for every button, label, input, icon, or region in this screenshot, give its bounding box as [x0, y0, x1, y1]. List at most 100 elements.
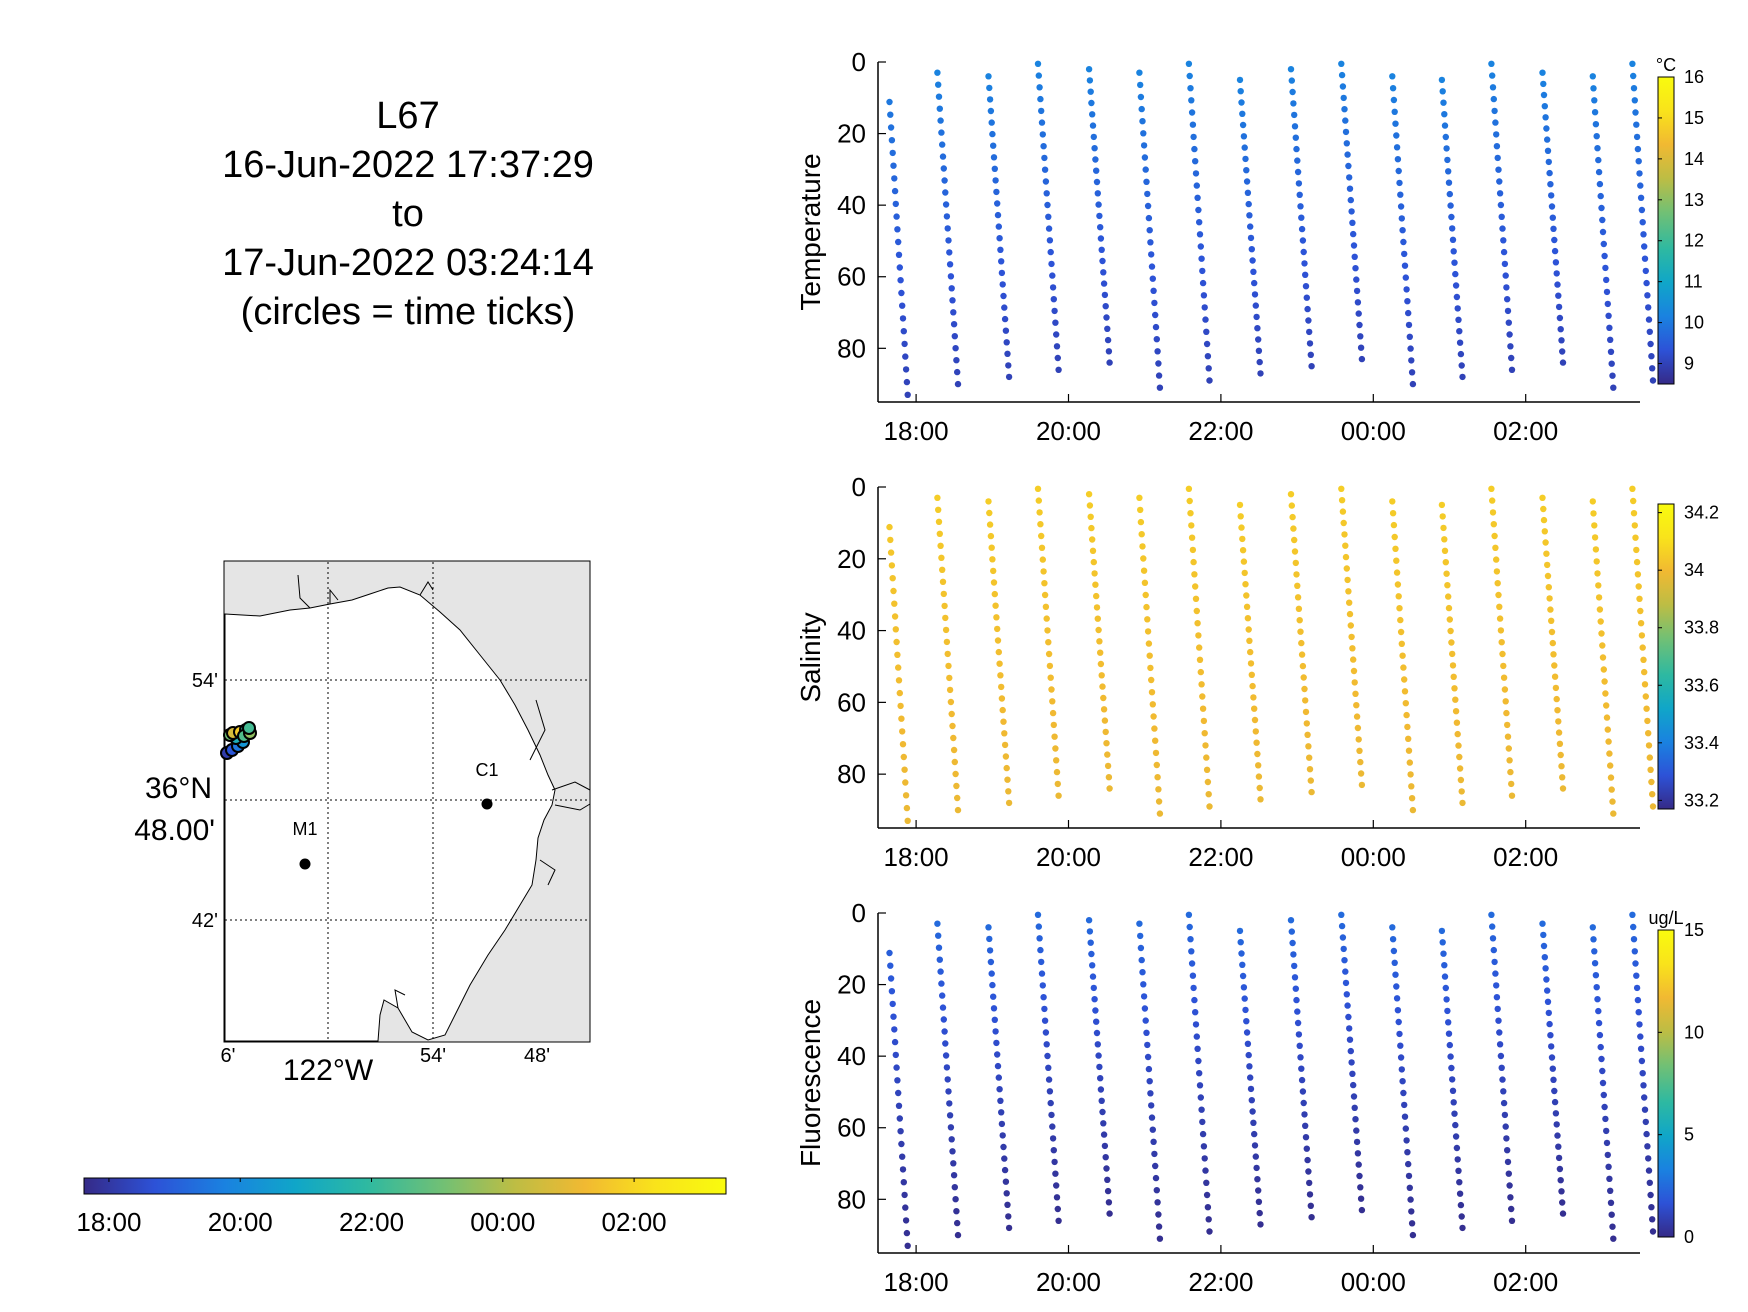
data-point	[1639, 644, 1646, 651]
data-point	[1644, 292, 1651, 299]
time-colorbar: 18:00 20:00 22:00 00:00 02:00	[76, 1177, 727, 1237]
data-point	[1152, 311, 1159, 319]
data-point	[1556, 1165, 1564, 1173]
data-point	[1097, 235, 1105, 242]
data-point	[901, 1191, 908, 1199]
data-point	[1093, 167, 1100, 174]
data-point	[1186, 923, 1193, 931]
data-point	[1089, 962, 1096, 969]
data-point	[935, 81, 942, 88]
y-tick-label: 40	[837, 190, 866, 220]
map-lat-tick-42: 42'	[192, 910, 218, 932]
data-point	[1239, 961, 1246, 968]
data-point	[1637, 1045, 1645, 1053]
data-point	[1088, 950, 1095, 958]
data-point	[1093, 604, 1101, 611]
data-point	[1350, 230, 1357, 238]
data-point	[1596, 606, 1604, 613]
data-point	[1590, 85, 1597, 92]
data-point	[887, 124, 895, 131]
data-point	[1604, 1151, 1612, 1159]
data-point	[1450, 673, 1457, 680]
data-point	[1632, 534, 1639, 541]
data-point	[1247, 648, 1254, 656]
data-point	[1047, 248, 1054, 256]
data-point	[1294, 594, 1302, 601]
data-point	[1307, 351, 1315, 358]
y-tick-label: 20	[837, 119, 866, 149]
data-point	[954, 1219, 961, 1227]
data-point	[1449, 236, 1457, 243]
data-point	[1496, 615, 1504, 622]
data-point	[1252, 1153, 1260, 1160]
data-point	[953, 357, 960, 364]
data-point	[954, 368, 961, 376]
data-point	[888, 137, 896, 144]
data-point	[1246, 1063, 1253, 1070]
data-point	[1552, 1110, 1560, 1117]
data-point	[1204, 778, 1212, 786]
data-point	[1592, 546, 1600, 553]
data-point	[1404, 298, 1411, 305]
data-point	[1206, 377, 1213, 384]
data-point	[1643, 279, 1650, 287]
data-point	[1350, 667, 1358, 675]
data-point	[1308, 363, 1315, 370]
data-point	[1140, 993, 1148, 1000]
data-point	[1445, 1019, 1452, 1026]
data-point	[1156, 810, 1164, 817]
data-point	[1392, 971, 1399, 978]
data-point	[992, 1028, 999, 1035]
data-point	[1194, 620, 1201, 627]
data-point	[1490, 946, 1498, 954]
data-point	[1439, 513, 1446, 520]
data-point	[1102, 728, 1109, 736]
data-point	[1137, 93, 1145, 101]
data-point	[1307, 777, 1315, 784]
data-point	[1541, 954, 1549, 961]
data-point	[1594, 996, 1601, 1003]
data-point	[1488, 485, 1495, 492]
data-point	[987, 532, 995, 540]
data-point	[1091, 996, 1098, 1003]
data-point	[1392, 120, 1399, 127]
data-point	[1355, 310, 1362, 317]
data-point	[1104, 336, 1112, 344]
data-point	[1356, 1172, 1363, 1180]
data-point	[998, 1109, 1005, 1116]
data-point	[1454, 305, 1461, 312]
data-point	[1495, 1017, 1502, 1024]
track-point	[242, 721, 256, 735]
data-point	[1459, 1224, 1466, 1232]
data-point	[1190, 558, 1197, 566]
data-point	[1497, 201, 1505, 209]
data-point	[1342, 553, 1350, 561]
data-point	[1097, 224, 1104, 231]
data-point	[1493, 143, 1501, 150]
data-point	[993, 1039, 1000, 1047]
data-point	[992, 602, 999, 609]
data-point	[1599, 654, 1607, 661]
data-point	[1354, 1150, 1362, 1157]
data-point	[1500, 237, 1507, 244]
data-point	[1457, 776, 1465, 784]
data-point	[1255, 762, 1262, 769]
data-point	[1093, 178, 1101, 186]
data-point	[1243, 603, 1251, 610]
data-point	[1090, 133, 1098, 141]
y-tick-label: 80	[837, 759, 866, 789]
data-point	[986, 509, 993, 517]
data-point	[1454, 730, 1461, 738]
data-point	[1196, 1070, 1203, 1077]
data-point	[1193, 1033, 1201, 1040]
data-point	[1398, 215, 1406, 222]
data-point	[1547, 1032, 1554, 1039]
data-point	[1294, 1019, 1302, 1027]
data-point	[1396, 605, 1403, 612]
data-point	[936, 956, 943, 963]
colorbar-unit: ug/L	[1648, 908, 1683, 928]
data-point	[1641, 681, 1649, 688]
data-point	[1455, 742, 1462, 749]
data-point	[1607, 1199, 1615, 1207]
data-point	[903, 804, 911, 812]
